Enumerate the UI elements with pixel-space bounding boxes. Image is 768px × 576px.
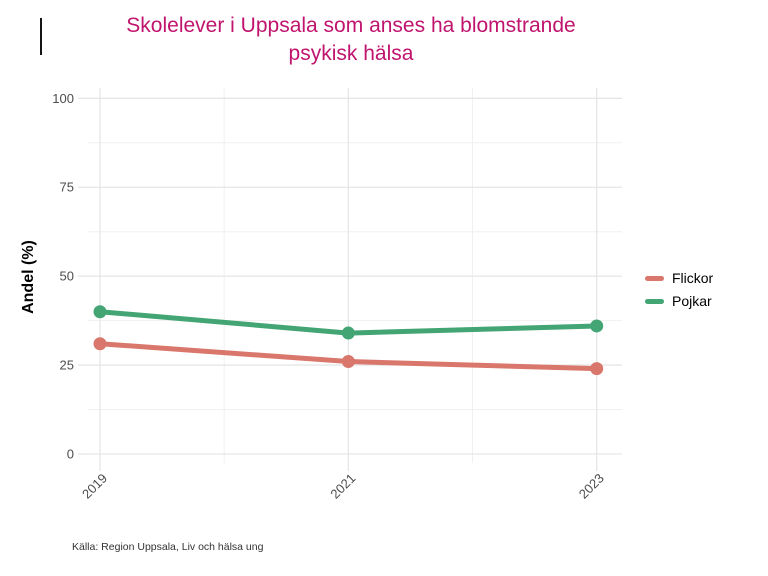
- y-tick-label: 75: [60, 180, 74, 195]
- y-tick-label: 50: [60, 269, 74, 284]
- flickor-line-swatch: [645, 275, 664, 281]
- source-caption: Källa: Region Uppsala, Liv och hälsa ung: [72, 541, 264, 553]
- data-point-pojkar-2021: [341, 326, 355, 340]
- x-tick-label: 2021: [327, 471, 358, 502]
- chart-title: Skolelever i Uppsala som anses ha blomst…: [0, 12, 702, 68]
- data-point-flickor-2019: [93, 337, 107, 351]
- y-tick-label: 25: [60, 358, 74, 373]
- y-tick-label: 100: [52, 91, 74, 106]
- legend-label-flickor: Flickor: [672, 270, 714, 286]
- text-cursor: [40, 18, 42, 55]
- legend-item-pojkar: Pojkar: [645, 293, 713, 309]
- x-tick-label: 2023: [576, 471, 607, 502]
- data-point-flickor-2023: [590, 362, 604, 376]
- data-point-pojkar-2019: [93, 305, 107, 319]
- legend-label-pojkar: Pojkar: [672, 293, 712, 309]
- pojkar-line-swatch: [645, 298, 664, 304]
- legend: Flickor Pojkar: [645, 270, 713, 309]
- y-axis-title: Andel (%): [20, 240, 37, 314]
- data-point-pojkar-2023: [590, 319, 604, 333]
- chart-title-line1: Skolelever i Uppsala som anses ha blomst…: [126, 14, 576, 37]
- data-point-flickor-2021: [341, 355, 355, 369]
- y-tick-label: 0: [67, 447, 74, 462]
- legend-item-flickor: Flickor: [645, 270, 713, 286]
- chart-title-line2: psykisk hälsa: [288, 42, 414, 65]
- x-tick-label: 2019: [79, 471, 110, 502]
